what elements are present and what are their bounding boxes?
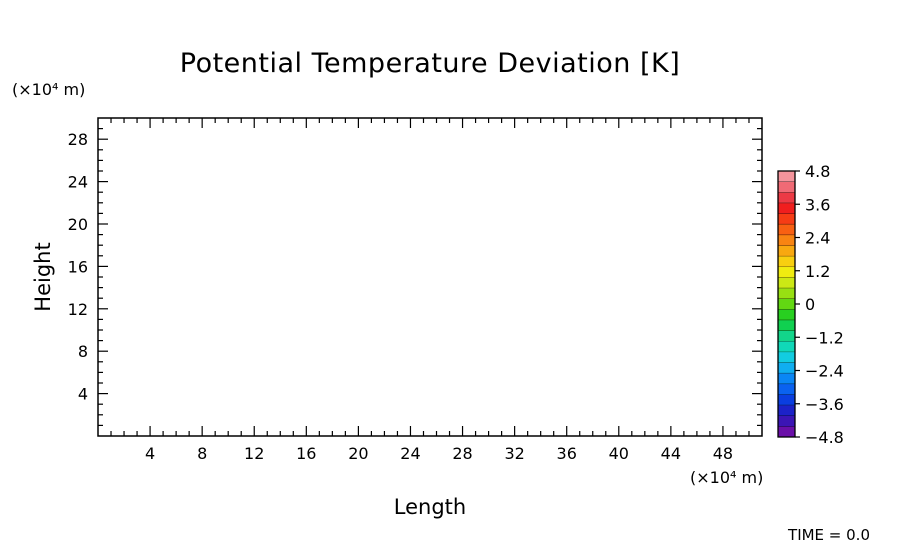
y-tick-label: 20 xyxy=(68,215,88,234)
y-tick-label: 12 xyxy=(68,300,88,319)
colorbar-segment xyxy=(778,224,795,236)
y-tick-label: 16 xyxy=(68,257,88,276)
plot-area xyxy=(97,117,763,437)
colorbar-tick-label: −3.6 xyxy=(805,395,844,414)
colorbar-tick-label: −2.4 xyxy=(805,362,844,381)
y-axis-unit: (×10⁴ m) xyxy=(12,80,85,99)
x-tick-label: 40 xyxy=(609,444,629,463)
colorbar-segment xyxy=(778,373,795,385)
colorbar-tick-label: −1.2 xyxy=(805,328,844,347)
x-tick-label: 32 xyxy=(504,444,524,463)
x-tick-label: 24 xyxy=(400,444,420,463)
colorbar-segment xyxy=(778,309,795,321)
colorbar-segment xyxy=(778,298,795,310)
colorbar-segment xyxy=(778,171,795,182)
y-tick-label: 4 xyxy=(78,385,88,404)
x-tick-label: 4 xyxy=(145,444,155,463)
x-axis-label: Length xyxy=(394,495,466,519)
x-tick-label: 28 xyxy=(452,444,472,463)
x-tick-label: 16 xyxy=(296,444,316,463)
colorbar-tick-label: 0 xyxy=(805,295,815,314)
colorbar-segment xyxy=(778,319,795,331)
y-tick-label: 8 xyxy=(78,342,88,361)
colorbar-segment xyxy=(778,405,795,417)
colorbar-segment xyxy=(778,415,795,427)
x-tick-label: 20 xyxy=(348,444,368,463)
x-tick-label: 44 xyxy=(661,444,681,463)
time-annotation: TIME = 0.0 xyxy=(787,526,870,544)
colorbar-segment xyxy=(778,426,795,438)
y-axis-label: Height xyxy=(31,242,55,311)
x-tick-label: 48 xyxy=(713,444,733,463)
colorbar-segment xyxy=(778,351,795,363)
colorbar-segment xyxy=(778,266,795,278)
colorbar-tick-label: 2.4 xyxy=(805,229,830,248)
y-tick-label: 24 xyxy=(68,173,88,192)
colorbar-segment xyxy=(778,341,795,353)
colorbar-tick-label: 4.8 xyxy=(805,162,830,181)
colorbar-segment xyxy=(778,288,795,299)
colorbar-segment xyxy=(778,383,795,395)
colorbar-segment xyxy=(778,213,795,225)
x-tick-label: 12 xyxy=(244,444,264,463)
chart-title: Potential Temperature Deviation [K] xyxy=(180,48,680,79)
colorbar-segment xyxy=(778,202,795,214)
colorbar-segment xyxy=(778,192,795,204)
x-tick-label: 36 xyxy=(557,444,577,463)
x-axis-unit: (×10⁴ m) xyxy=(690,468,763,487)
colorbar-segment xyxy=(778,234,795,246)
colorbar-segment xyxy=(778,277,795,289)
colorbar-segment xyxy=(778,245,795,257)
colorbar-segment xyxy=(778,362,795,374)
colorbar-segment xyxy=(778,394,795,406)
colorbar-segment xyxy=(778,256,795,268)
colorbar-tick-label: 3.6 xyxy=(805,195,830,214)
colorbar-tick-label: 1.2 xyxy=(805,262,830,281)
colorbar-segment xyxy=(778,330,795,342)
y-tick-label: 28 xyxy=(68,130,88,149)
colorbar-segment xyxy=(778,181,795,193)
x-tick-label: 8 xyxy=(197,444,207,463)
colorbar-tick-label: −4.8 xyxy=(805,428,844,447)
colorbar xyxy=(777,170,796,438)
